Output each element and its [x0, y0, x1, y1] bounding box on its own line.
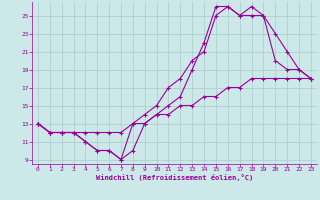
X-axis label: Windchill (Refroidissement éolien,°C): Windchill (Refroidissement éolien,°C)	[96, 174, 253, 181]
